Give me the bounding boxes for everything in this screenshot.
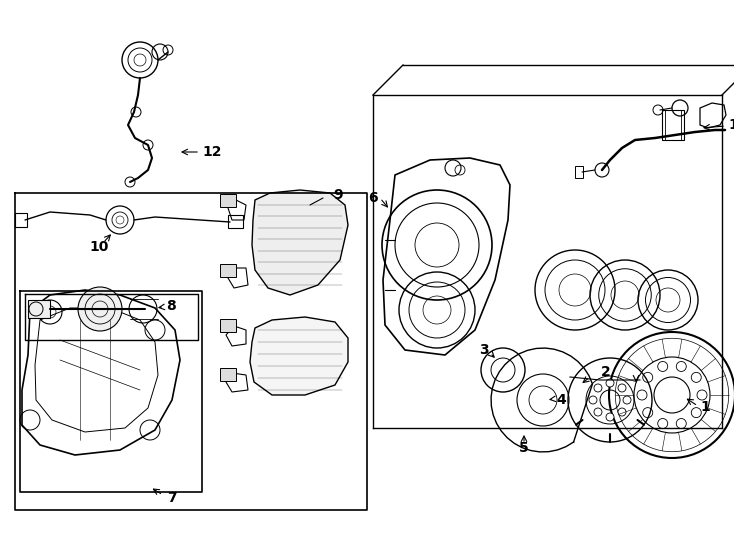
Circle shape	[606, 413, 614, 421]
Polygon shape	[252, 190, 348, 295]
Text: 11: 11	[728, 118, 734, 132]
Bar	[575, 166, 583, 178]
Text: 3: 3	[479, 343, 489, 357]
Circle shape	[658, 418, 668, 429]
Bar	[220, 319, 236, 332]
Text: 12: 12	[202, 145, 222, 159]
Bar	[220, 264, 236, 277]
Text: 2: 2	[601, 365, 611, 379]
Polygon shape	[250, 317, 348, 395]
Text: 7: 7	[167, 491, 177, 505]
Circle shape	[697, 390, 707, 400]
Text: 4: 4	[556, 393, 566, 407]
Circle shape	[643, 408, 653, 417]
Circle shape	[618, 408, 626, 416]
Text: 6: 6	[368, 191, 378, 205]
Text: 1: 1	[700, 400, 710, 414]
Circle shape	[658, 361, 668, 372]
Bar	[28, 300, 50, 318]
Bar	[662, 110, 684, 140]
Circle shape	[691, 408, 701, 417]
Circle shape	[643, 373, 653, 382]
Circle shape	[676, 418, 686, 429]
Circle shape	[594, 384, 602, 392]
Bar	[220, 194, 236, 207]
Circle shape	[623, 396, 631, 404]
Circle shape	[676, 361, 686, 372]
Text: 8: 8	[166, 299, 175, 313]
Circle shape	[637, 390, 647, 400]
Bar	[15, 213, 27, 227]
Circle shape	[594, 408, 602, 416]
Text: 5: 5	[519, 441, 529, 455]
Text: 9: 9	[333, 188, 343, 202]
Circle shape	[691, 373, 701, 382]
Bar	[220, 368, 236, 381]
Circle shape	[618, 384, 626, 392]
Bar	[228, 215, 243, 228]
Text: 10: 10	[90, 240, 109, 254]
Circle shape	[606, 379, 614, 387]
Circle shape	[78, 287, 122, 331]
Circle shape	[589, 396, 597, 404]
